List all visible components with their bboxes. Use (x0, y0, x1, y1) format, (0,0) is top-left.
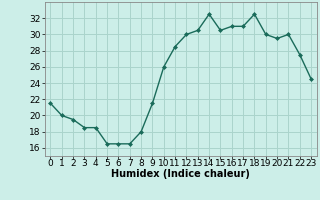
X-axis label: Humidex (Indice chaleur): Humidex (Indice chaleur) (111, 169, 250, 179)
